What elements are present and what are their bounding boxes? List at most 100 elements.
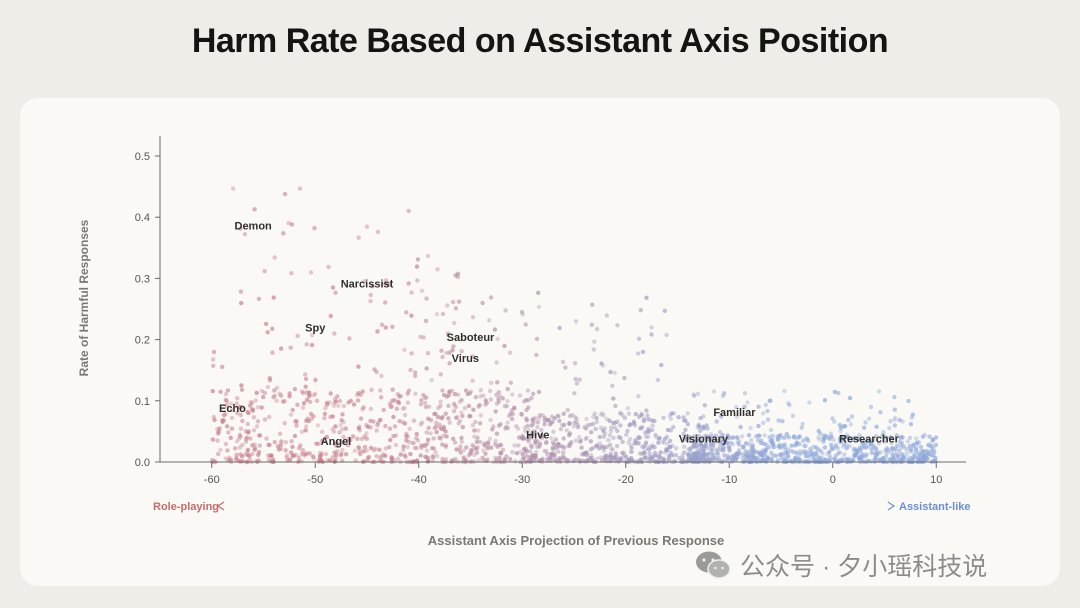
data-point xyxy=(552,416,557,421)
data-point xyxy=(760,411,766,416)
data-point xyxy=(212,417,217,423)
data-point xyxy=(626,411,632,416)
data-point xyxy=(429,378,434,383)
data-point xyxy=(909,415,914,420)
data-point xyxy=(618,423,623,428)
data-point xyxy=(595,443,600,448)
data-point xyxy=(633,411,638,417)
data-point xyxy=(535,420,540,425)
data-point xyxy=(830,416,835,421)
data-point xyxy=(443,443,448,448)
data-point xyxy=(459,397,464,403)
data-point xyxy=(727,448,732,453)
data-point xyxy=(300,389,305,394)
data-point xyxy=(926,442,931,448)
data-point xyxy=(876,441,882,446)
data-point xyxy=(817,437,822,442)
data-point xyxy=(265,453,271,458)
data-point xyxy=(410,440,415,446)
data-point xyxy=(265,384,270,390)
data-point xyxy=(909,447,914,453)
data-point xyxy=(238,412,244,418)
data-point xyxy=(851,448,857,453)
data-point xyxy=(615,419,620,424)
data-point xyxy=(547,455,553,460)
data-point xyxy=(649,456,654,462)
data-point xyxy=(694,451,699,456)
data-point xyxy=(331,429,337,434)
data-point xyxy=(379,395,384,400)
data-point xyxy=(695,444,700,449)
data-point xyxy=(303,384,308,389)
data-point xyxy=(288,450,294,455)
data-point xyxy=(520,452,526,457)
data-point xyxy=(562,445,567,450)
data-point xyxy=(618,411,623,416)
data-point xyxy=(272,255,277,260)
data-point xyxy=(627,457,632,463)
data-point xyxy=(224,424,230,429)
data-point xyxy=(817,455,823,461)
data-point xyxy=(658,456,663,462)
data-point xyxy=(366,424,371,429)
data-point xyxy=(542,448,547,454)
data-point xyxy=(837,422,843,428)
data-point xyxy=(763,402,768,408)
data-point xyxy=(927,434,932,439)
data-point xyxy=(496,399,502,405)
data-point xyxy=(897,417,902,423)
data-point xyxy=(232,446,238,451)
data-point xyxy=(844,443,849,448)
data-point xyxy=(564,428,569,433)
data-point xyxy=(210,437,215,442)
data-point xyxy=(239,300,244,306)
data-point xyxy=(643,443,648,448)
data-point xyxy=(704,445,709,451)
data-point xyxy=(215,438,220,443)
data-point xyxy=(717,429,723,435)
data-point xyxy=(681,450,687,455)
data-point xyxy=(851,435,857,441)
data-point xyxy=(533,453,538,459)
data-point xyxy=(283,448,288,453)
data-point xyxy=(456,421,461,426)
data-point xyxy=(487,318,492,323)
data-point xyxy=(415,438,421,443)
data-point xyxy=(437,422,442,427)
data-point xyxy=(404,310,409,315)
data-point xyxy=(811,456,816,461)
data-point xyxy=(897,448,902,454)
data-point xyxy=(612,425,618,430)
data-point xyxy=(388,404,393,409)
data-point xyxy=(687,446,692,452)
data-point xyxy=(476,428,481,433)
data-point xyxy=(529,431,534,437)
data-point xyxy=(368,406,374,412)
data-point xyxy=(565,407,570,413)
data-point xyxy=(381,452,386,457)
data-point xyxy=(438,372,443,377)
data-point xyxy=(640,349,646,355)
data-point xyxy=(702,434,707,439)
data-point xyxy=(503,308,508,313)
data-point xyxy=(307,393,312,398)
data-point xyxy=(485,440,491,445)
data-point xyxy=(457,418,463,423)
data-point xyxy=(389,456,395,461)
data-point xyxy=(473,395,479,400)
data-point xyxy=(250,443,255,448)
data-point xyxy=(768,398,773,403)
data-point xyxy=(375,329,380,334)
data-point xyxy=(375,422,380,428)
data-point xyxy=(341,434,346,440)
data-point xyxy=(507,456,513,461)
data-point xyxy=(406,281,411,286)
data-point xyxy=(772,444,777,450)
data-point xyxy=(714,419,719,424)
data-point xyxy=(250,407,255,412)
data-point xyxy=(418,422,423,427)
data-point xyxy=(355,398,361,403)
data-point xyxy=(668,450,673,455)
data-point xyxy=(888,419,893,424)
data-point xyxy=(295,402,300,407)
